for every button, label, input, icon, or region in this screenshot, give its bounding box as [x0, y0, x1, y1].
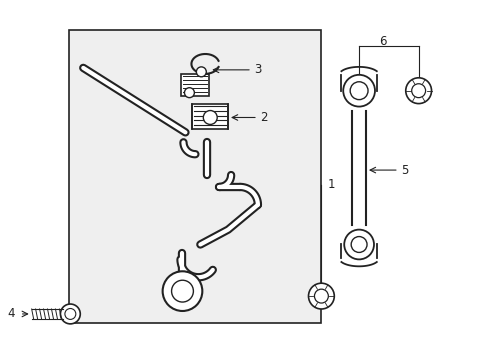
Circle shape [350, 237, 366, 252]
Circle shape [196, 67, 206, 77]
Circle shape [65, 309, 76, 319]
Bar [181, 74, 209, 96]
Text: 6: 6 [378, 35, 386, 48]
Circle shape [61, 304, 80, 324]
Circle shape [411, 84, 425, 98]
Circle shape [343, 75, 374, 107]
Circle shape [163, 271, 202, 311]
Circle shape [308, 283, 334, 309]
Circle shape [344, 230, 373, 260]
Circle shape [184, 88, 194, 98]
Text: 4: 4 [8, 307, 15, 320]
Text: 1: 1 [326, 179, 334, 192]
Circle shape [405, 78, 431, 104]
Circle shape [349, 82, 367, 100]
Circle shape [203, 111, 217, 125]
Text: 5: 5 [400, 163, 407, 176]
Text: 3: 3 [253, 63, 261, 76]
Circle shape [171, 280, 193, 302]
Text: 2: 2 [259, 111, 267, 124]
Bar [192, 104, 228, 129]
Circle shape [314, 289, 327, 303]
Bar [69, 30, 321, 323]
